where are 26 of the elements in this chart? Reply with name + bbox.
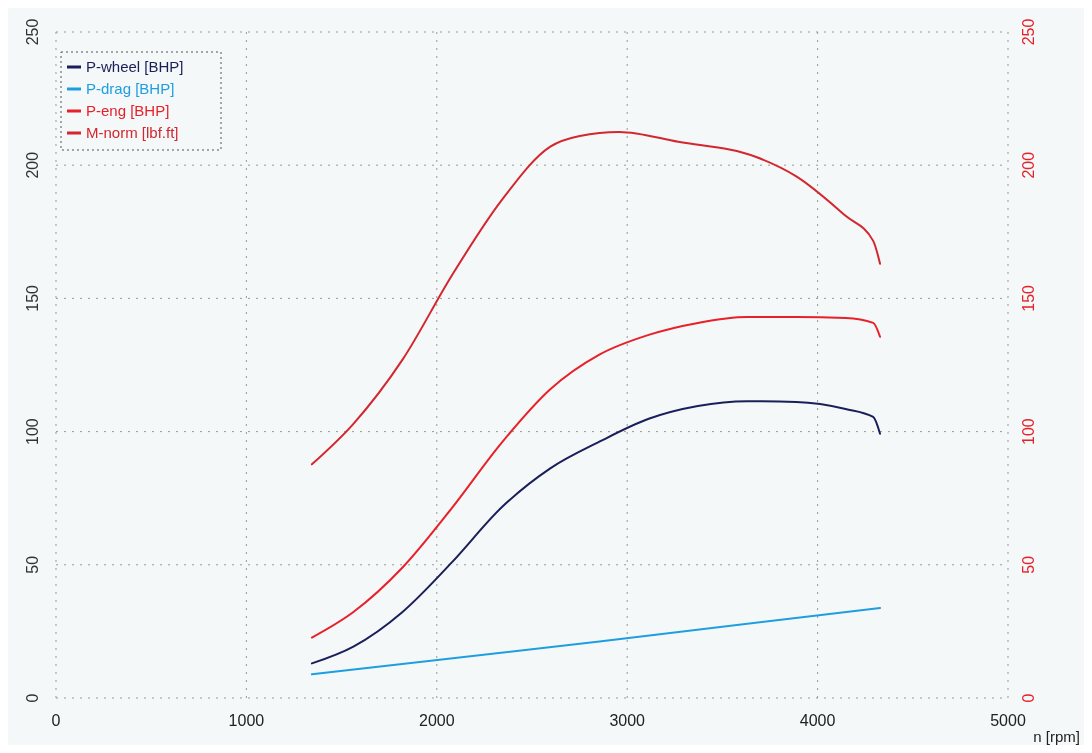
y2-tick-label: 250 — [1020, 18, 1038, 46]
x-tick-label: 1000 — [228, 712, 265, 729]
y-tick-label: 200 — [24, 151, 42, 179]
line-series — [310, 316, 882, 639]
line-series — [310, 400, 882, 665]
y2-tick-label: 100 — [1020, 418, 1038, 445]
y2-tick-label: 200 — [1020, 151, 1038, 179]
y2-tick-label: 0 — [1020, 693, 1038, 703]
x-tick-label: 0 — [51, 712, 61, 729]
y-tick-label: 150 — [24, 284, 42, 312]
x-tick-label: 4000 — [799, 712, 836, 729]
y2-tick-label: 150 — [1020, 284, 1038, 312]
legend-label: P-drag [BHP] — [86, 80, 175, 97]
x-tick-label: 5000 — [990, 712, 1026, 729]
x-tick-label: 3000 — [609, 712, 646, 729]
y-tick-label: 250 — [24, 18, 42, 46]
line-series — [310, 130, 882, 466]
legend-label: P-eng [BHP] — [86, 102, 170, 119]
y-tick-label: 0 — [24, 693, 42, 703]
legend-label: P-wheel [BHP] — [86, 58, 184, 75]
y2-tick-label: 50 — [1020, 555, 1038, 574]
x-axis-title: n [rpm] — [1033, 728, 1080, 745]
x-tick-label: 2000 — [419, 712, 455, 729]
y-tick-label: 50 — [24, 555, 42, 574]
y-tick-label: 100 — [24, 418, 42, 445]
legend-label: M-norm [lbf.ft] — [86, 124, 179, 141]
